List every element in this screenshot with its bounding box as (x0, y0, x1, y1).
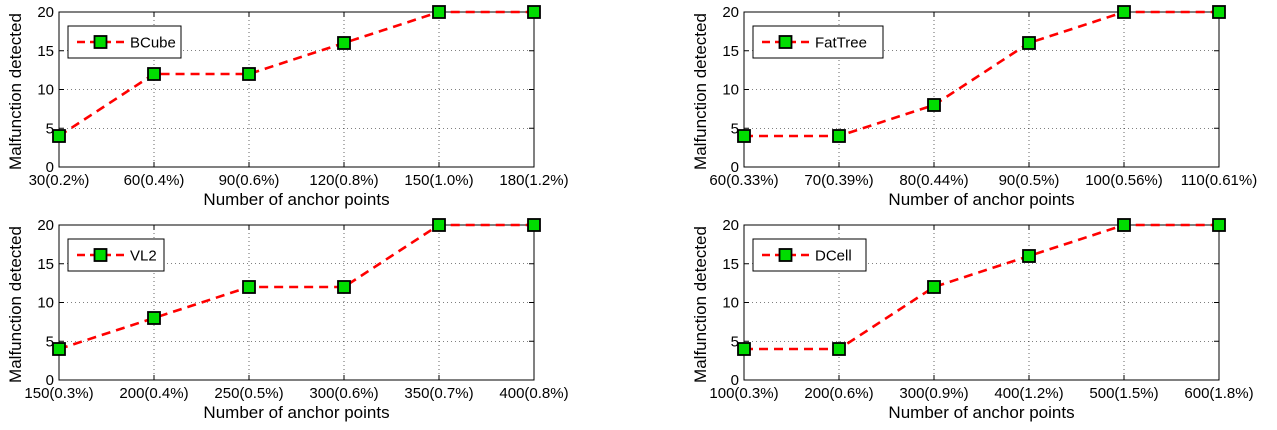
y-tick-label: 15 (37, 256, 54, 273)
x-axis-label: Number of anchor points (203, 190, 389, 209)
chart-panel-3: 0 5 10 15 20 150(0.3%) 200(0.4%) 250(0.5%) 300(0… (6, 217, 569, 422)
x-tick-label: 200(0.6%) (804, 385, 873, 402)
data-point (432, 218, 446, 232)
data-point (337, 280, 351, 294)
x-tick-label: 150(1.0%) (404, 172, 473, 189)
y-axis-label: Malfunction detected (691, 226, 710, 383)
y-tick-label: 0 (46, 159, 54, 176)
legend-label: DCell (815, 248, 852, 265)
data-point (927, 280, 941, 294)
data-point (1212, 218, 1226, 232)
x-tick-label: 60(0.33%) (709, 172, 778, 189)
series-line (58, 10, 534, 138)
series-line (744, 10, 1219, 138)
chart-panel-4: 0 5 10 15 20 100(0.3%) 200(0.6%) 300(0.9%) 400(1… (691, 217, 1254, 422)
data-point (832, 129, 846, 143)
data-point (147, 67, 161, 81)
x-axis-label: Number of anchor points (203, 403, 389, 422)
y-tick-label: 20 (37, 217, 54, 234)
data-point (147, 311, 161, 325)
y-tick-label: 0 (46, 372, 54, 389)
data-point (242, 67, 256, 81)
data-point (1117, 5, 1131, 19)
x-tick-label: 70(0.39%) (804, 172, 873, 189)
x-tick-label: 400(0.8%) (499, 385, 568, 402)
chart-panel-2: 0 5 10 15 20 60(0.33%) 70(0.39%) 80(0.44%) 90(0.… (691, 4, 1257, 209)
x-tick-label: 350(0.7%) (404, 385, 473, 402)
x-axis-label: Number of anchor points (888, 403, 1074, 422)
legend-label: BCube (130, 35, 176, 52)
y-tick-label: 5 (731, 333, 739, 350)
y-tick-label: 20 (722, 217, 739, 234)
x-tick-label: 600(1.8%) (1184, 385, 1253, 402)
legend-marker (778, 248, 793, 262)
data-point (832, 342, 846, 356)
legend-box (752, 238, 867, 272)
x-axis-label: Number of anchor points (888, 190, 1074, 209)
x-tick-label: 400(1.2%) (994, 385, 1063, 402)
x-tick-label: 100(0.56%) (1085, 172, 1163, 189)
data-point (242, 280, 256, 294)
x-tick-label: 150(0.3%) (24, 385, 93, 402)
x-tick-label: 300(0.9%) (899, 385, 968, 402)
x-tick-label: 110(0.61%) (1181, 172, 1257, 189)
y-tick-label: 10 (37, 82, 54, 99)
legend-label: FatTree (815, 35, 867, 52)
data-point (737, 129, 751, 143)
x-tick-label: 250(0.5%) (214, 385, 283, 402)
legend-marker (93, 248, 108, 262)
data-point (1117, 218, 1131, 232)
x-tick-label: 300(0.6%) (309, 385, 378, 402)
data-point (52, 129, 66, 143)
legend-box (752, 25, 884, 59)
y-tick-label: 15 (722, 43, 739, 60)
data-point (1022, 36, 1036, 50)
x-tick-label: 100(0.3%) (709, 385, 778, 402)
chart-panel-1: 0 5 10 15 20 30(0.2%) 60(0.4%) 90(0.6%) 120(0.8%… (6, 4, 569, 209)
data-point (527, 218, 541, 232)
x-tick-label: 500(1.5%) (1089, 385, 1158, 402)
y-tick-label: 15 (722, 256, 739, 273)
x-tick-label: 30(0.2%) (29, 172, 90, 189)
y-tick-label: 0 (731, 372, 739, 389)
data-point (1212, 5, 1226, 19)
x-tick-label: 120(0.8%) (309, 172, 378, 189)
x-tick-label: 60(0.4%) (124, 172, 185, 189)
x-tick-label: 200(0.4%) (119, 385, 188, 402)
data-point (527, 5, 541, 19)
data-point (337, 36, 351, 50)
series-line (744, 223, 1219, 351)
y-axis-label: Malfunction detected (6, 226, 25, 383)
data-point (1022, 249, 1036, 263)
y-tick-label: 10 (722, 82, 739, 99)
y-axis-label: Malfunction detected (6, 13, 25, 170)
x-tick-label: 80(0.44%) (899, 172, 968, 189)
data-point (927, 98, 941, 112)
y-tick-label: 10 (37, 295, 54, 312)
y-tick-label: 20 (722, 4, 739, 21)
data-point (432, 5, 446, 19)
data-point (737, 342, 751, 356)
y-tick-label: 0 (731, 159, 739, 176)
y-tick-label: 20 (37, 4, 54, 21)
legend-label: VL2 (130, 248, 157, 265)
y-tick-label: 5 (46, 333, 54, 350)
y-axis-label: Malfunction detected (691, 13, 710, 170)
y-tick-label: 5 (731, 120, 739, 137)
x-tick-label: 90(0.6%) (219, 172, 280, 189)
y-tick-label: 5 (46, 120, 54, 137)
x-tick-label: 90(0.5%) (999, 172, 1060, 189)
legend-box (67, 25, 182, 59)
y-tick-label: 10 (722, 295, 739, 312)
series-line (58, 223, 534, 351)
legend-marker (93, 35, 108, 49)
y-tick-label: 15 (37, 43, 54, 60)
x-tick-label: 180(1.2%) (499, 172, 568, 189)
data-point (52, 342, 66, 356)
legend-marker (778, 35, 793, 49)
